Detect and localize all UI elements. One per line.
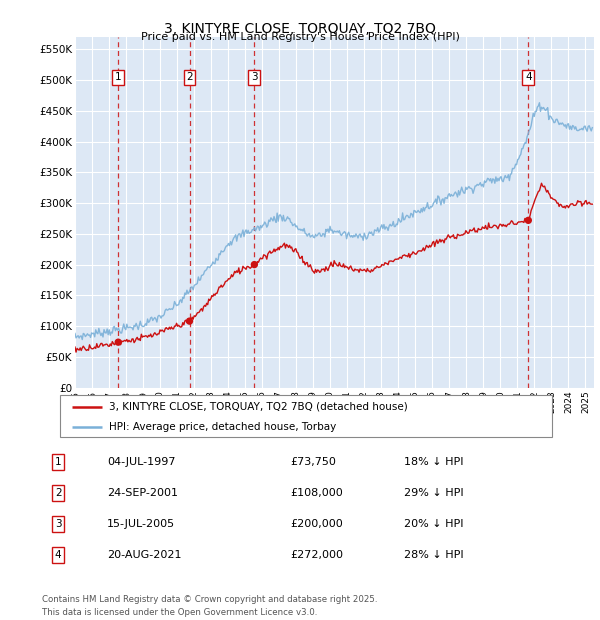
- Text: 4: 4: [55, 549, 62, 560]
- Text: 18% ↓ HPI: 18% ↓ HPI: [404, 456, 463, 467]
- Point: [524, 215, 533, 225]
- Text: Contains HM Land Registry data © Crown copyright and database right 2025.
This d: Contains HM Land Registry data © Crown c…: [42, 595, 377, 617]
- Text: 28% ↓ HPI: 28% ↓ HPI: [404, 549, 463, 560]
- Text: 15-JUL-2005: 15-JUL-2005: [107, 518, 175, 529]
- Text: £108,000: £108,000: [290, 487, 343, 498]
- Text: 24-SEP-2001: 24-SEP-2001: [107, 487, 178, 498]
- Text: 2: 2: [55, 487, 62, 498]
- Text: HPI: Average price, detached house, Torbay: HPI: Average price, detached house, Torb…: [109, 422, 337, 432]
- Text: £200,000: £200,000: [290, 518, 343, 529]
- Text: 3, KINTYRE CLOSE, TORQUAY, TQ2 7BQ (detached house): 3, KINTYRE CLOSE, TORQUAY, TQ2 7BQ (deta…: [109, 402, 408, 412]
- Point: [185, 316, 194, 326]
- FancyBboxPatch shape: [60, 395, 552, 437]
- Point: [113, 337, 123, 347]
- Text: 1: 1: [115, 72, 122, 82]
- Text: £73,750: £73,750: [290, 456, 336, 467]
- Text: 20% ↓ HPI: 20% ↓ HPI: [404, 518, 463, 529]
- Text: 4: 4: [525, 72, 532, 82]
- Text: £272,000: £272,000: [290, 549, 343, 560]
- Text: 3: 3: [251, 72, 257, 82]
- Text: 2: 2: [186, 72, 193, 82]
- Text: Price paid vs. HM Land Registry's House Price Index (HPI): Price paid vs. HM Land Registry's House …: [140, 32, 460, 42]
- Text: 3: 3: [55, 518, 62, 529]
- Text: 3, KINTYRE CLOSE, TORQUAY, TQ2 7BQ: 3, KINTYRE CLOSE, TORQUAY, TQ2 7BQ: [164, 22, 436, 36]
- Text: 04-JUL-1997: 04-JUL-1997: [107, 456, 175, 467]
- Text: 29% ↓ HPI: 29% ↓ HPI: [404, 487, 463, 498]
- Text: 1: 1: [55, 456, 62, 467]
- Point: [250, 260, 259, 270]
- Text: 20-AUG-2021: 20-AUG-2021: [107, 549, 181, 560]
